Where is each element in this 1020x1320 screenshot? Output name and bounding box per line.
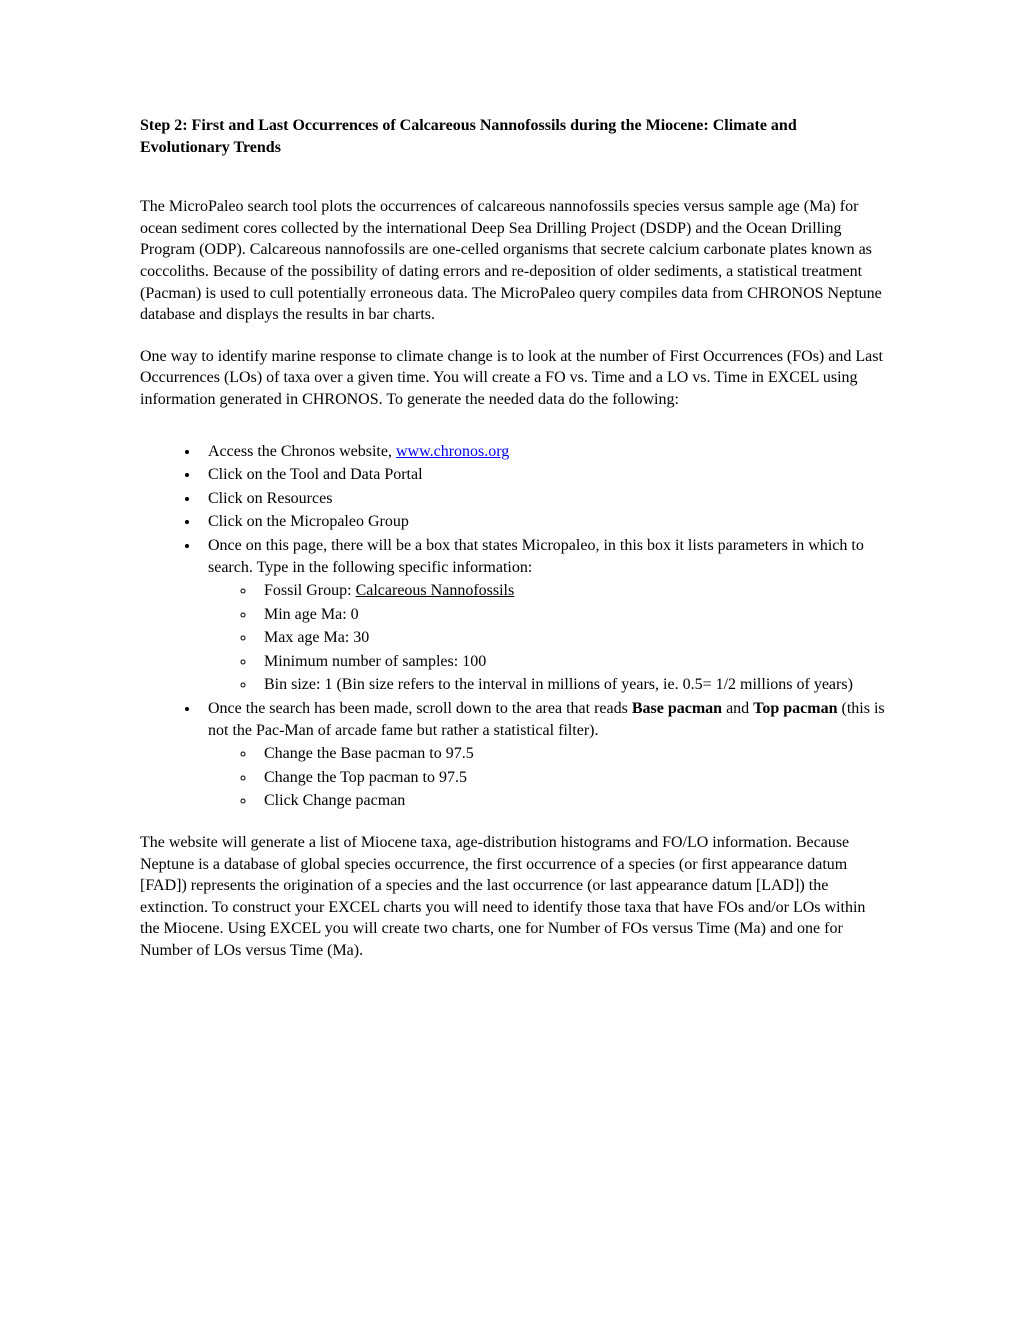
- sub-list-item: Change the Top pacman to 97.5: [256, 767, 885, 789]
- list-item: Once the search has been made, scroll do…: [200, 698, 885, 812]
- list-item: Access the Chronos website, www.chronos.…: [200, 441, 885, 463]
- list-item: Click on Resources: [200, 488, 885, 510]
- document-page: Step 2: First and Last Occurrences of Ca…: [0, 0, 1020, 1082]
- list-item: Click on the Micropaleo Group: [200, 511, 885, 533]
- top-pacman-label: Top pacman: [753, 700, 837, 717]
- list-item: Once on this page, there will be a box t…: [200, 535, 885, 696]
- base-pacman-label: Base pacman: [632, 700, 722, 717]
- sub-list-item: Click Change pacman: [256, 790, 885, 812]
- sub-list-item: Max age Ma: 30: [256, 627, 885, 649]
- sub-list: Change the Base pacman to 97.5 Change th…: [208, 743, 885, 812]
- list-text: and: [722, 700, 753, 717]
- chronos-link[interactable]: www.chronos.org: [396, 443, 509, 460]
- list-item: Click on the Tool and Data Portal: [200, 464, 885, 486]
- fossil-group-value: Calcareous Nannofossils: [356, 582, 515, 599]
- sub-list-item: Fossil Group: Calcareous Nannofossils: [256, 580, 885, 602]
- list-text: Once the search has been made, scroll do…: [208, 700, 632, 717]
- document-title: Step 2: First and Last Occurrences of Ca…: [140, 115, 885, 158]
- sub-text: Fossil Group:: [264, 582, 356, 599]
- sub-list-item: Minimum number of samples: 100: [256, 651, 885, 673]
- sub-list-item: Bin size: 1 (Bin size refers to the inte…: [256, 674, 885, 696]
- sub-list-item: Min age Ma: 0: [256, 604, 885, 626]
- paragraph-instructions: One way to identify marine response to c…: [140, 346, 885, 411]
- list-text: Access the Chronos website,: [208, 443, 396, 460]
- paragraph-results: The website will generate a list of Mioc…: [140, 832, 885, 962]
- sub-list-item: Change the Base pacman to 97.5: [256, 743, 885, 765]
- instruction-list: Access the Chronos website, www.chronos.…: [140, 441, 885, 813]
- list-text: Once on this page, there will be a box t…: [208, 537, 864, 576]
- paragraph-intro: The MicroPaleo search tool plots the occ…: [140, 196, 885, 326]
- sub-list: Fossil Group: Calcareous Nannofossils Mi…: [208, 580, 885, 696]
